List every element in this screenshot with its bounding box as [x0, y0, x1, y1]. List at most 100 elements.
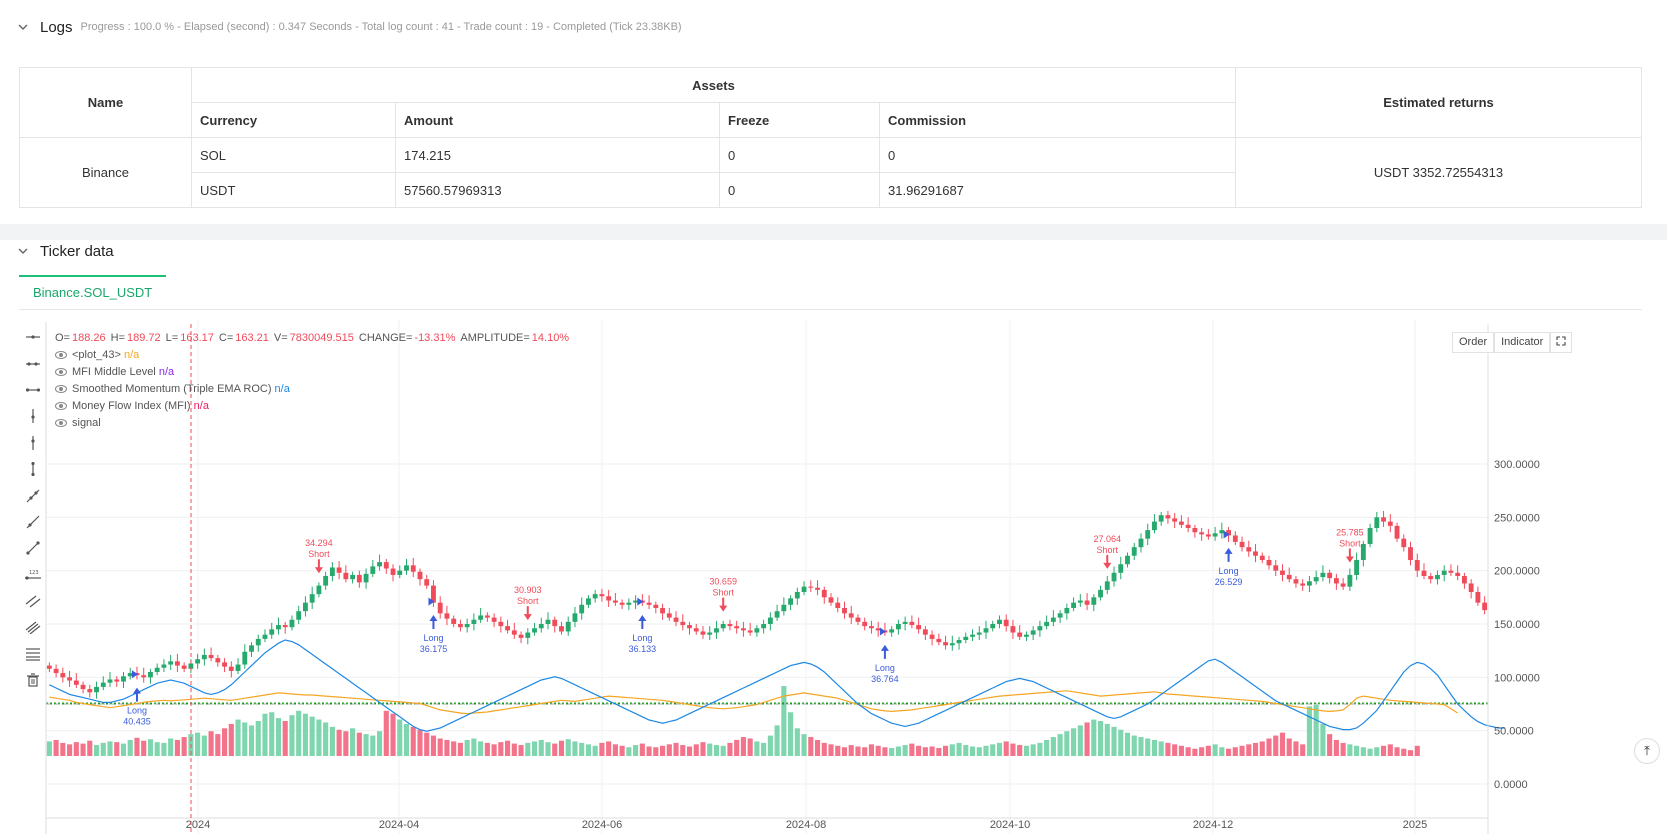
vertical-ray-icon[interactable]	[22, 430, 44, 456]
volume-bar	[734, 739, 740, 756]
candle-body	[633, 600, 639, 603]
commission-cell: 0	[879, 137, 1236, 173]
candle-body	[1030, 630, 1036, 635]
eye-icon[interactable]	[55, 367, 67, 376]
volume-bar	[841, 747, 848, 756]
volume-bar	[1151, 739, 1158, 756]
candle-body	[161, 664, 167, 668]
fib-levels-icon[interactable]	[22, 641, 44, 667]
volume-bar	[309, 716, 315, 756]
candle-body	[410, 565, 416, 572]
candle-body	[612, 600, 618, 603]
candle-body	[316, 585, 322, 595]
vertical-segment-icon[interactable]	[22, 456, 44, 482]
amplitude-value: 14.10%	[531, 331, 570, 344]
candle-body	[660, 607, 665, 614]
table-row: Binance SOL 174.215 0 0 USDT 3352.725543…	[19, 137, 1642, 208]
eye-icon[interactable]	[55, 384, 67, 393]
volume-bar	[902, 745, 908, 756]
volume-bar	[141, 740, 147, 756]
candle-body	[1118, 564, 1124, 573]
candle-body	[1010, 626, 1016, 633]
chevron-down-icon[interactable]	[18, 246, 28, 256]
volume-bar	[269, 712, 275, 756]
candle-body	[1408, 547, 1413, 560]
trash-icon[interactable]	[22, 667, 44, 693]
candle-body	[1091, 597, 1097, 605]
volume-bar	[1205, 745, 1211, 756]
signal-type-label: Long	[127, 706, 147, 716]
legend-item-mfi-middle[interactable]: MFI Middle Level n/a	[55, 363, 571, 380]
volume-bar	[1239, 745, 1245, 756]
tab-divider	[19, 309, 1642, 310]
eye-icon[interactable]	[55, 350, 67, 359]
legend-item-plot-43[interactable]: <plot_43> n/a	[55, 346, 571, 363]
logs-header[interactable]: Logs Progress : 100.0 % - Elapsed (secon…	[18, 16, 682, 38]
candle-body	[222, 662, 227, 667]
chevron-down-icon[interactable]	[18, 22, 28, 32]
price-chart[interactable]: Long40.43534.294ShortLong36.17530.903Sho…	[0, 320, 1667, 834]
price-line-icon[interactable]: 123	[22, 562, 44, 588]
close-label: C=	[218, 331, 234, 344]
long-arrow-icon	[880, 644, 889, 659]
ticker-header[interactable]: Ticker data	[18, 240, 122, 262]
eye-icon[interactable]	[55, 418, 67, 427]
fullscreen-icon[interactable]	[1550, 332, 1573, 353]
signal-value-label: 25.785	[1336, 528, 1364, 538]
parallel-channel-icon[interactable]	[22, 588, 44, 614]
candle-body	[107, 679, 113, 683]
amount-header: Amount	[395, 102, 720, 138]
legend-item-mfi[interactable]: Money Flow Index (MFI) n/a	[55, 397, 571, 414]
volume-bar	[1097, 721, 1104, 756]
candle-body	[1307, 581, 1312, 586]
segment-line-icon[interactable]	[22, 535, 44, 561]
candle-body	[1475, 591, 1481, 603]
volume-bar	[781, 686, 787, 756]
short-arrow-icon	[523, 606, 532, 621]
candle-body	[1286, 574, 1292, 580]
candle-body	[1461, 575, 1467, 584]
volume-bar	[1091, 719, 1097, 756]
trend-line-icon[interactable]	[22, 482, 44, 508]
fibonacci-icon[interactable]	[22, 614, 44, 640]
volume-bar	[1199, 747, 1205, 756]
candle-body	[1387, 521, 1393, 526]
candle-body	[1300, 583, 1306, 586]
candle-body	[1381, 517, 1386, 522]
candle-body	[774, 611, 780, 618]
volume-bar	[302, 713, 308, 756]
legend-item-signal[interactable]: signal	[55, 414, 571, 431]
volume-bar	[875, 745, 881, 756]
extended-line-icon[interactable]	[22, 377, 44, 403]
vertical-line-icon[interactable]	[22, 403, 44, 429]
legend-item-value: n/a	[193, 399, 209, 412]
volume-bar	[457, 742, 463, 756]
ray-line-icon[interactable]	[22, 509, 44, 535]
signal-value-label: 36.175	[420, 644, 448, 654]
horizontal-line-icon[interactable]	[22, 324, 44, 350]
tab-binance-sol-usdt[interactable]: Binance.SOL_USDT	[19, 275, 167, 309]
volume-bar	[80, 743, 86, 756]
currency-header: Currency	[191, 102, 396, 138]
indicator-button[interactable]: Indicator	[1494, 332, 1551, 353]
candle-body	[1077, 600, 1083, 603]
candle-body	[929, 634, 935, 639]
legend-item-momentum[interactable]: Smoothed Momentum (Triple EMA ROC) n/a	[55, 380, 571, 397]
scroll-to-top-icon[interactable]: ⤒	[1634, 738, 1660, 764]
candle-body	[1232, 535, 1238, 542]
svg-text:123: 123	[29, 570, 39, 576]
candle-body	[1037, 626, 1043, 631]
candle-body	[121, 676, 126, 682]
horizontal-ray-icon[interactable]	[22, 350, 44, 376]
eye-icon[interactable]	[55, 401, 67, 410]
candle-body	[983, 628, 989, 633]
volume-bar	[990, 744, 996, 756]
order-button[interactable]: Order	[1452, 332, 1495, 353]
candle-body	[1050, 617, 1056, 622]
candle-body	[451, 618, 457, 624]
volume-bar	[693, 744, 699, 756]
volume-bar	[633, 745, 639, 756]
